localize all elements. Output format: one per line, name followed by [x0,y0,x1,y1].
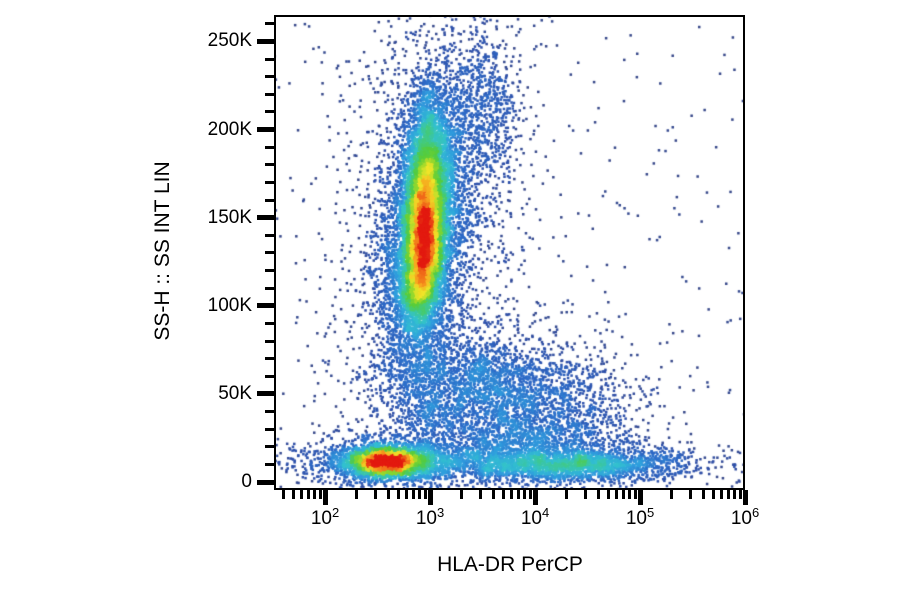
x-axis-minor-tick [318,490,322,499]
x-tick-exponent: 2 [331,505,340,520]
x-axis-minor-tick [565,490,569,499]
x-tick-exponent: 4 [541,505,550,520]
x-axis-minor-tick [418,490,422,499]
y-axis-tick-label: 150K [207,206,252,228]
y-axis-major-tick [257,479,274,485]
x-axis-minor-tick [615,490,619,499]
x-axis-minor-tick [523,490,527,499]
x-axis-tick-label: 105 [626,502,654,530]
x-axis-minor-tick [491,490,495,499]
y-axis-minor-tick [265,251,274,255]
y-axis-major-tick [257,38,274,44]
x-axis-minor-tick [633,490,637,499]
y-axis-minor-tick [265,180,274,184]
y-axis-tick-label: 200K [207,118,252,140]
x-axis-minor-tick [622,490,626,499]
y-axis-minor-tick [265,22,274,26]
x-axis-minor-tick [738,490,742,499]
x-axis-minor-tick [405,490,409,499]
x-axis-major-tick [637,490,643,505]
x-axis-minor-tick [510,490,514,499]
x-axis-title: HLA-DR PerCP [437,553,583,576]
density-scatter-canvas [274,15,745,490]
x-axis-major-tick [742,490,748,505]
x-axis-minor-tick [412,490,416,499]
y-axis-major-tick [257,391,274,397]
x-axis-minor-tick [727,490,731,499]
y-axis-title: SS-H :: SS INT LIN [151,161,174,341]
x-axis-minor-tick [733,490,737,499]
x-axis-minor-tick [528,490,532,499]
x-tick-exponent: 6 [751,505,760,520]
y-axis-minor-tick [265,269,274,273]
x-tick-exponent: 3 [436,505,445,520]
x-axis-minor-tick [628,490,632,499]
y-axis-minor-tick [265,286,274,290]
y-axis-minor-tick [265,163,274,167]
x-tick-exponent: 5 [646,505,655,520]
y-axis-major-tick [257,215,274,221]
x-axis-minor-tick [460,490,464,499]
x-tick-base: 10 [730,508,752,529]
x-axis-minor-tick [478,490,482,499]
x-axis-minor-tick [300,490,304,499]
y-axis-minor-tick [265,462,274,466]
y-axis-minor-tick [265,339,274,343]
y-axis-minor-tick [265,75,274,79]
y-axis-minor-tick [265,427,274,431]
x-axis-minor-tick [291,490,295,499]
x-axis-major-tick [427,490,433,505]
x-axis-minor-tick [711,490,715,499]
x-tick-base: 10 [415,508,437,529]
x-axis-tick-label: 103 [416,502,444,530]
y-axis-minor-tick [265,110,274,114]
y-axis-minor-tick [265,410,274,414]
y-axis-major-tick [257,127,274,133]
x-axis-minor-tick [355,490,359,499]
x-axis-major-tick [322,490,328,505]
y-axis-major-tick [257,303,274,309]
y-axis-minor-tick [265,321,274,325]
x-axis-minor-tick [596,490,600,499]
y-axis-minor-tick [265,233,274,237]
x-axis-minor-tick [606,490,610,499]
x-axis-tick-label: 102 [311,502,339,530]
x-axis-minor-tick [670,490,674,499]
x-tick-base: 10 [520,508,542,529]
y-axis-minor-tick [265,357,274,361]
x-axis-minor-tick [313,490,317,499]
x-axis-minor-tick [517,490,521,499]
x-axis-tick-label: 106 [731,502,759,530]
y-axis-tick-label: 0 [241,471,252,493]
y-axis-tick-label: 100K [207,294,252,316]
x-axis-minor-tick [396,490,400,499]
x-tick-base: 10 [310,508,332,529]
x-axis-minor-tick [281,490,285,499]
x-tick-base: 10 [625,508,647,529]
x-axis-minor-tick [720,490,724,499]
x-axis-minor-tick [423,490,427,499]
x-axis-tick-label: 104 [521,502,549,530]
x-axis-minor-tick [583,490,587,499]
x-axis-minor-tick [373,490,377,499]
y-axis-minor-tick [265,92,274,96]
x-axis-minor-tick [701,490,705,499]
y-axis-minor-tick [265,374,274,378]
x-axis-minor-tick [688,490,692,499]
x-axis-minor-tick [386,490,390,499]
y-axis-minor-tick [265,57,274,61]
y-axis-tick-label: 250K [207,30,252,52]
y-axis-tick-label: 50K [218,382,252,404]
y-axis-minor-tick [265,445,274,449]
x-axis-minor-tick [307,490,311,499]
x-axis-minor-tick [501,490,505,499]
y-axis-minor-tick [265,198,274,202]
x-axis-major-tick [532,490,538,505]
y-axis-minor-tick [265,145,274,149]
